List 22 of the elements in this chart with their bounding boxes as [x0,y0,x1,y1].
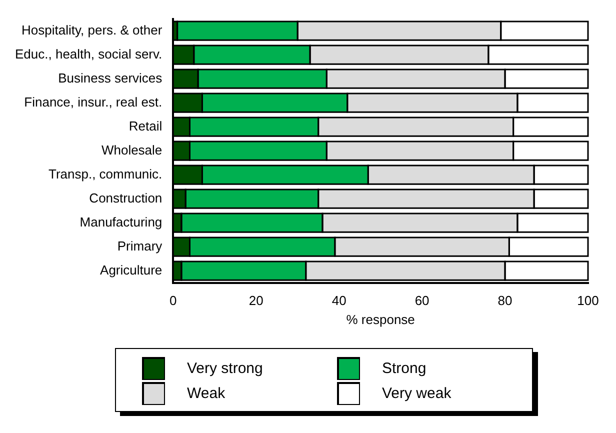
y-tick-label: Business services [58,70,163,86]
x-tick-label: 60 [414,293,430,308]
x-tick-label: 100 [577,293,599,308]
legend-label: Weak [187,385,226,402]
y-tick-label: Retail [128,118,162,134]
x-tick-label: 40 [332,293,346,308]
x-tick-label: 20 [248,293,264,308]
legend-label: Strong [382,360,426,377]
y-tick-label: Finance, insur., real est. [24,94,162,110]
x-tick-label: 80 [498,293,512,308]
y-tick-label: Hospitality, pers. & other [22,22,163,38]
y-tick-label: Construction [89,190,162,206]
x-tick-label: 0 [170,293,177,308]
y-tick-label: Manufacturing [80,214,162,230]
x-axis-title: % response [346,312,415,327]
y-tick-label: Wholesale [101,142,162,158]
y-tick-label: Educ., health, social serv. [14,46,162,62]
y-tick-label: Agriculture [100,262,162,278]
legend-label: Very strong [187,360,263,377]
legend-label: Very weak [382,385,452,402]
y-tick-label: Primary [117,238,163,254]
y-tick-label: Transp., communic. [48,166,162,182]
